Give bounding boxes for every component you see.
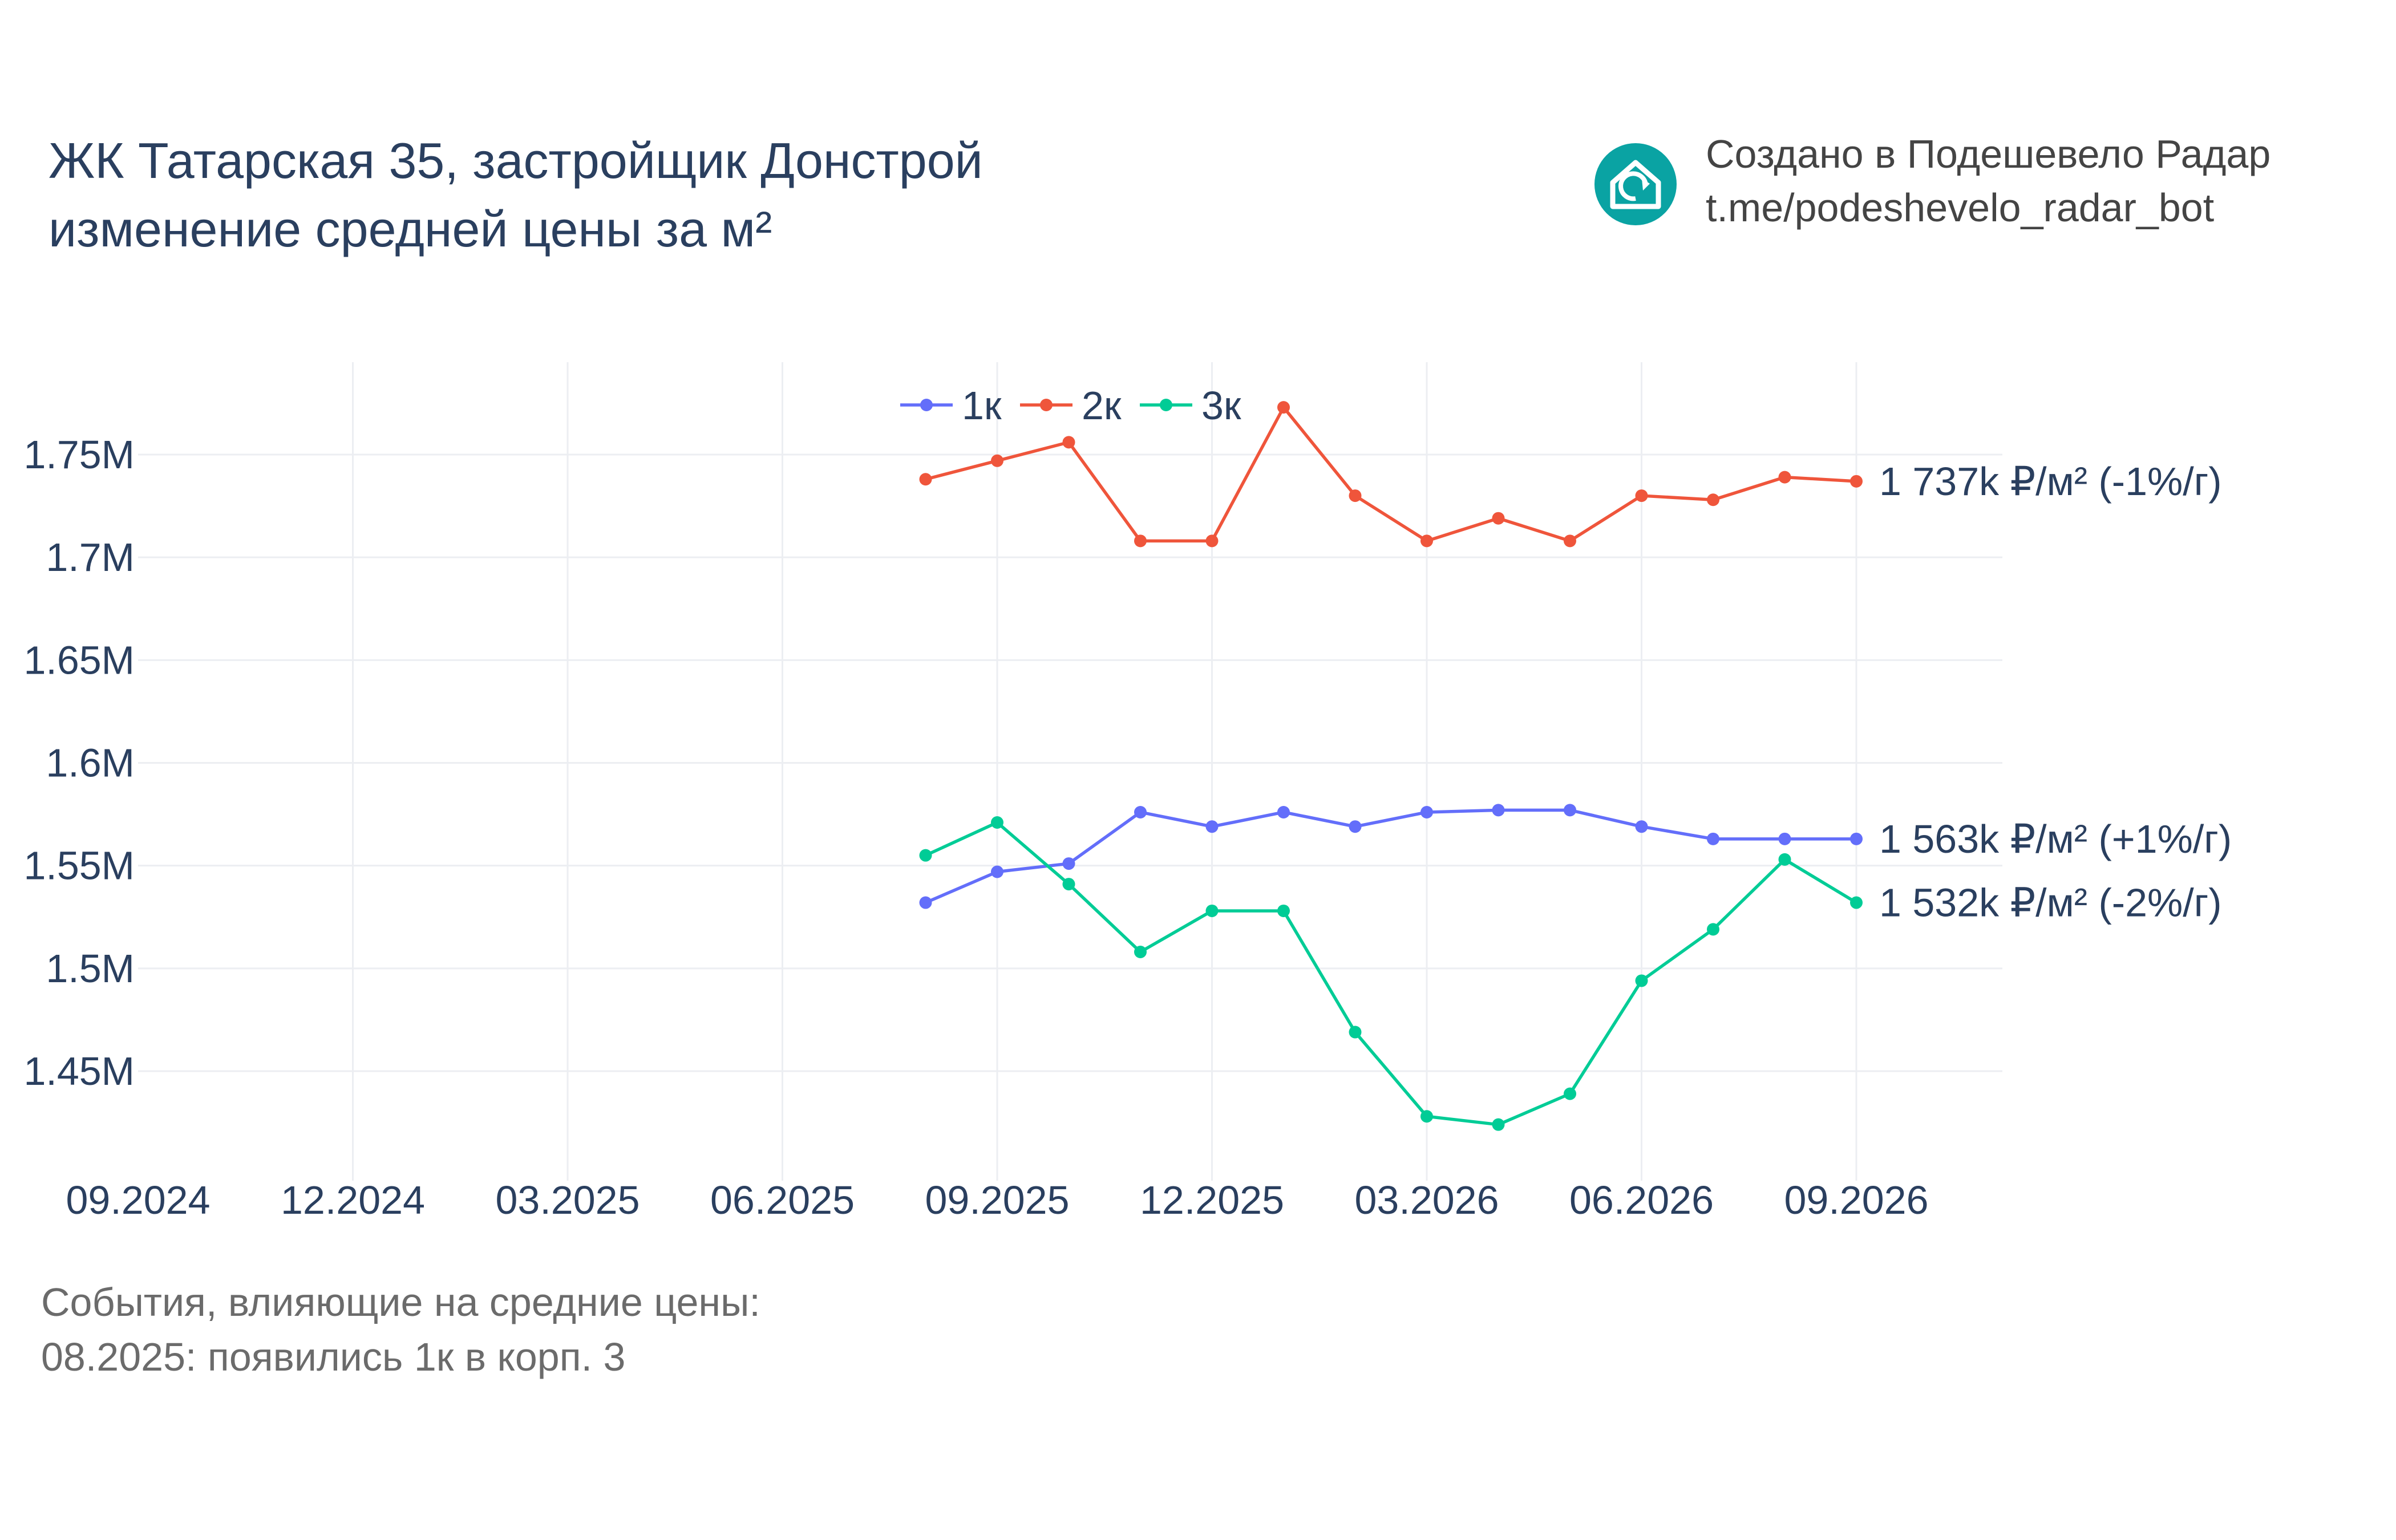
data-point-1к: [1349, 820, 1362, 833]
x-tick-label: 09.2026: [1784, 1178, 1928, 1222]
data-point-2к: [1062, 436, 1075, 449]
data-point-1к: [1277, 805, 1290, 818]
data-point-3к: [1850, 896, 1863, 909]
y-tick-label: 1.6M: [46, 741, 135, 785]
x-tick-label: 06.2026: [1569, 1178, 1714, 1222]
data-point-2к: [1420, 534, 1433, 548]
data-point-1к: [991, 865, 1003, 878]
events-note-heading: События, влияющие на средние цены:: [41, 1280, 760, 1324]
end-labels: 1 563k ₽/м² (+1%/г) 1 737k ₽/м² (-1%/г) 1 …: [1879, 459, 2232, 925]
x-tick-label: 12.2024: [281, 1178, 425, 1222]
legend-label-3к: 3к: [1201, 383, 1241, 428]
data-point-2к: [1492, 512, 1505, 525]
data-point-2к: [1564, 534, 1576, 548]
data-point-1к: [1635, 820, 1648, 833]
y-tick-label: 1.55M: [23, 844, 135, 888]
data-point-3к: [1134, 946, 1147, 959]
data-point-3к: [1277, 904, 1290, 917]
data-point-1к: [1564, 804, 1576, 817]
data-point-1к: [1420, 805, 1433, 818]
series-line-1к: [925, 808, 1856, 905]
x-tick-label: 03.2025: [495, 1178, 640, 1222]
legend-label-1к: 1к: [962, 383, 1002, 428]
data-point-2к: [991, 454, 1003, 467]
x-tick-label: 09.2025: [925, 1178, 1069, 1222]
legend-marker-2к: [1040, 399, 1053, 411]
data-point-3к: [1349, 1026, 1362, 1039]
end-label-2к: 1 737k ₽/м² (-1%/г): [1879, 459, 2222, 504]
x-tick-label: 12.2025: [1140, 1178, 1284, 1222]
data-point-2к: [1635, 489, 1648, 502]
y-tick-label: 1.45M: [23, 1049, 135, 1093]
data-point-3к: [1778, 853, 1791, 866]
data-point-2к: [1277, 401, 1290, 414]
series-line-2к: [925, 406, 1857, 543]
legend-marker-3к: [1160, 399, 1172, 411]
data-point-3к: [1564, 1087, 1576, 1100]
end-label-3к: 1 532k ₽/м² (-2%/г): [1879, 881, 2222, 925]
data-point-2к: [1778, 471, 1791, 484]
data-point-2к: [1205, 534, 1219, 548]
data-point-2к: [1707, 493, 1719, 506]
x-tick-label: 09.2024: [66, 1178, 210, 1222]
series-lines: [919, 401, 1863, 1131]
data-point-1к: [1134, 805, 1147, 818]
y-axis: 1.45M 1.5M 1.55M 1.6M 1.65M 1.7M 1.75M: [23, 432, 135, 1093]
data-point-1к: [1707, 832, 1719, 845]
data-point-3к: [991, 816, 1003, 829]
data-point-3к: [1205, 904, 1219, 917]
data-point-3к: [919, 849, 932, 862]
data-point-1к: [1205, 820, 1219, 833]
y-tick-label: 1.5M: [46, 946, 135, 991]
data-point-3к: [1062, 878, 1075, 891]
y-tick-label: 1.65M: [23, 638, 135, 682]
data-point-3к: [1492, 1118, 1505, 1131]
events-note-item: 08.2025: появились 1к в корп. 3: [41, 1335, 625, 1379]
data-point-2к: [919, 473, 932, 486]
chart-title-line-2: изменение средней цены за м²: [48, 201, 772, 257]
legend-label-2к: 2к: [1082, 383, 1122, 428]
y-tick-label: 1.75M: [23, 432, 135, 477]
data-point-2к: [1349, 489, 1362, 502]
data-point-2к: [1850, 475, 1863, 488]
data-point-3к: [1420, 1110, 1433, 1123]
data-point-1к: [919, 896, 932, 909]
data-point-3к: [1707, 923, 1719, 936]
x-tick-label: 03.2026: [1354, 1178, 1499, 1222]
legend-marker-1к: [920, 399, 933, 411]
data-point-1к: [1778, 832, 1791, 845]
credit-logo: [1594, 143, 1677, 225]
x-axis: 09.2024 12.2024 03.2025 06.2025 09.2025 12.20…: [66, 1178, 1928, 1222]
grid: [138, 362, 2002, 1181]
chart-title-line-1: ЖК Татарская 35, застройщик Донстрой: [48, 132, 983, 189]
x-tick-label: 06.2025: [710, 1178, 855, 1222]
data-point-1к: [1492, 804, 1505, 817]
y-tick-label: 1.7M: [46, 535, 135, 579]
legend: 1к 2к 3к: [900, 383, 1241, 428]
data-point-1к: [1850, 832, 1863, 845]
data-point-1к: [1062, 857, 1075, 870]
credit-line-2: t.me/podeshevelo_radar_bot: [1706, 185, 2214, 230]
credit-line-1: Создано в Подешевело Радар: [1706, 132, 2270, 176]
data-point-2к: [1134, 534, 1147, 548]
house-refresh-icon: [1594, 143, 1677, 225]
end-label-1к: 1 563k ₽/м² (+1%/г): [1879, 817, 2232, 861]
series-line-3к: [925, 821, 1857, 1126]
data-point-3к: [1635, 974, 1648, 987]
